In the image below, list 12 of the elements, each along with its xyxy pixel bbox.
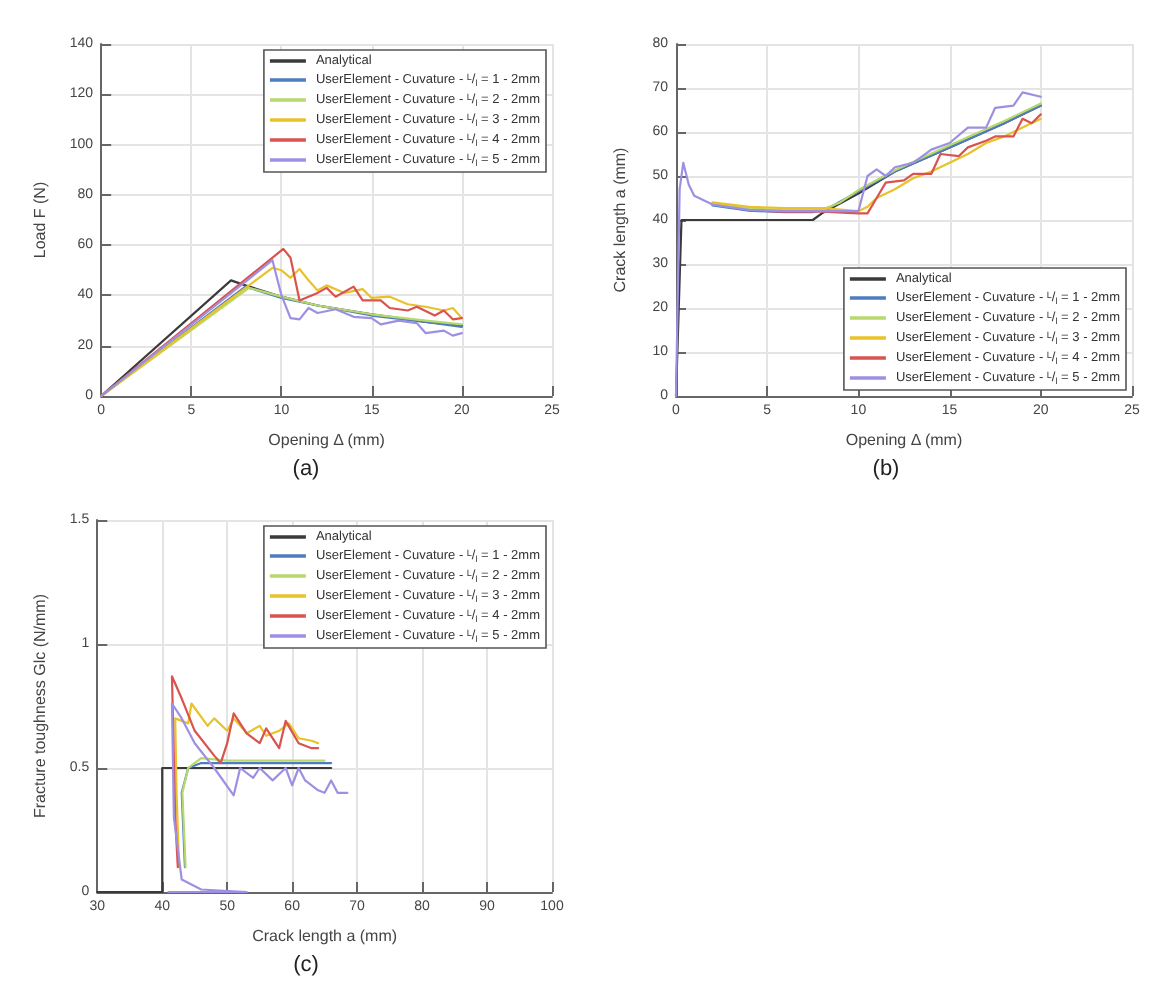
y-axis-title: Load F (N) <box>31 181 49 259</box>
text: (c) <box>293 953 319 977</box>
text: (a) <box>292 457 320 481</box>
x-axis-title: Opening Δ (mm) <box>268 431 386 449</box>
line-series <box>747 113 1042 215</box>
line-series <box>170 675 320 869</box>
y-axis-title: Crack length a (mm) <box>611 146 629 293</box>
text: (b) <box>872 457 900 481</box>
x-axis-title: Crack length a (mm) <box>252 927 398 945</box>
x-axis-title: Opening Δ (mm) <box>845 431 963 449</box>
line-series <box>167 702 349 894</box>
y-axis-title: Fracture toughness Glc (N/mm) <box>31 593 49 819</box>
